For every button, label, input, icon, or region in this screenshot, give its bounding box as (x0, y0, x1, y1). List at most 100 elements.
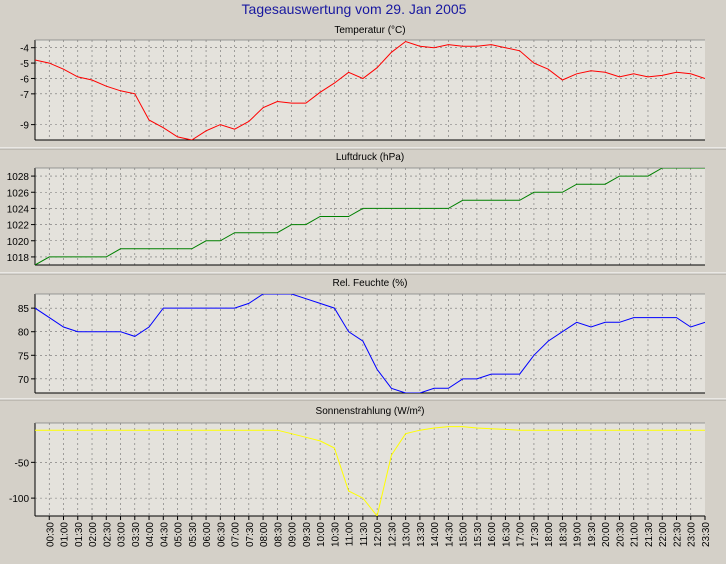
data-point (661, 317, 663, 319)
data-point (433, 387, 435, 389)
data-point (134, 429, 136, 431)
data-point (205, 130, 207, 132)
data-point (547, 68, 549, 70)
data-point (291, 433, 293, 435)
data-point (162, 429, 164, 431)
plot-area (35, 168, 705, 265)
y-tick-label: 1020 (7, 237, 30, 248)
data-point (433, 427, 435, 429)
data-point (633, 175, 635, 177)
data-point (276, 429, 278, 431)
data-point (576, 429, 578, 431)
data-point (519, 429, 521, 431)
data-point (77, 331, 79, 333)
data-point (333, 307, 335, 309)
y-tick-label: -7 (20, 90, 29, 101)
data-point (504, 428, 506, 430)
data-point (219, 124, 221, 126)
data-point (191, 248, 193, 250)
data-point (319, 302, 321, 304)
data-point (234, 307, 236, 309)
plot-area (35, 423, 705, 516)
data-point (120, 90, 122, 92)
data-point (291, 102, 293, 104)
data-point (148, 119, 150, 121)
y-tick-label: -4 (20, 44, 29, 55)
data-point (177, 429, 179, 431)
data-point (63, 68, 65, 70)
data-point (390, 207, 392, 209)
data-point (205, 307, 207, 309)
data-point (276, 293, 278, 295)
x-tick-label: 01:00 (60, 522, 71, 547)
chart-panel-2: 1028 1026 1024 1022 1020 1018 Luftdruck (hPa) (7, 152, 706, 266)
data-point (91, 79, 93, 81)
y-tick-label: -5 (20, 59, 29, 70)
data-point (519, 373, 521, 375)
data-point (490, 44, 492, 46)
x-tick-label: 15:30 (473, 522, 484, 547)
plot-area (35, 294, 705, 393)
data-point (533, 429, 535, 431)
y-tick-label: 85 (18, 304, 30, 315)
data-point (405, 392, 407, 394)
y-tick-label: 80 (18, 328, 30, 339)
data-point (34, 429, 36, 431)
x-tick-label: 21:00 (630, 522, 641, 547)
data-point (291, 224, 293, 226)
data-point (704, 167, 706, 169)
y-tick-label: -9 (20, 121, 29, 132)
data-point (162, 248, 164, 250)
data-point (419, 207, 421, 209)
y-tick-label: 70 (18, 375, 30, 386)
data-point (462, 378, 464, 380)
data-point (690, 73, 692, 75)
data-point (490, 199, 492, 201)
data-point (675, 167, 677, 169)
data-point (419, 429, 421, 431)
data-point (134, 335, 136, 337)
data-point (77, 256, 79, 258)
x-tick-label: 18:00 (544, 522, 555, 547)
data-point (462, 199, 464, 201)
data-point (661, 429, 663, 431)
data-point (276, 101, 278, 103)
chart-title: Temperatur (°C) (334, 25, 405, 36)
data-point (576, 321, 578, 323)
series-line (35, 294, 705, 393)
data-point (162, 307, 164, 309)
data-point (248, 121, 250, 123)
data-point (34, 264, 36, 266)
x-tick-label: 10:00 (316, 522, 327, 547)
data-point (647, 429, 649, 431)
x-tick-label: 15:00 (459, 522, 470, 547)
data-point (262, 107, 264, 109)
data-point (205, 240, 207, 242)
data-point (48, 317, 50, 319)
chart-title: Sonnenstrahlung (W/m²) (316, 406, 425, 417)
data-point (48, 256, 50, 258)
data-point (105, 331, 107, 333)
x-tick-label: 16:30 (501, 522, 512, 547)
data-point (690, 167, 692, 169)
data-point (462, 45, 464, 47)
data-point (604, 183, 606, 185)
data-point (134, 248, 136, 250)
data-point (590, 70, 592, 72)
data-point (419, 392, 421, 394)
x-tick-label: 23:00 (687, 522, 698, 547)
data-point (376, 207, 378, 209)
data-point (63, 326, 65, 328)
data-point (661, 167, 663, 169)
x-tick-label: 11:00 (345, 522, 356, 547)
data-point (647, 175, 649, 177)
x-tick-label: 08:30 (273, 522, 284, 547)
data-point (561, 191, 563, 193)
data-point (305, 298, 307, 300)
data-point (476, 378, 478, 380)
y-tick-label: 1026 (7, 188, 30, 199)
x-tick-label: 14:00 (430, 522, 441, 547)
data-point (348, 71, 350, 73)
